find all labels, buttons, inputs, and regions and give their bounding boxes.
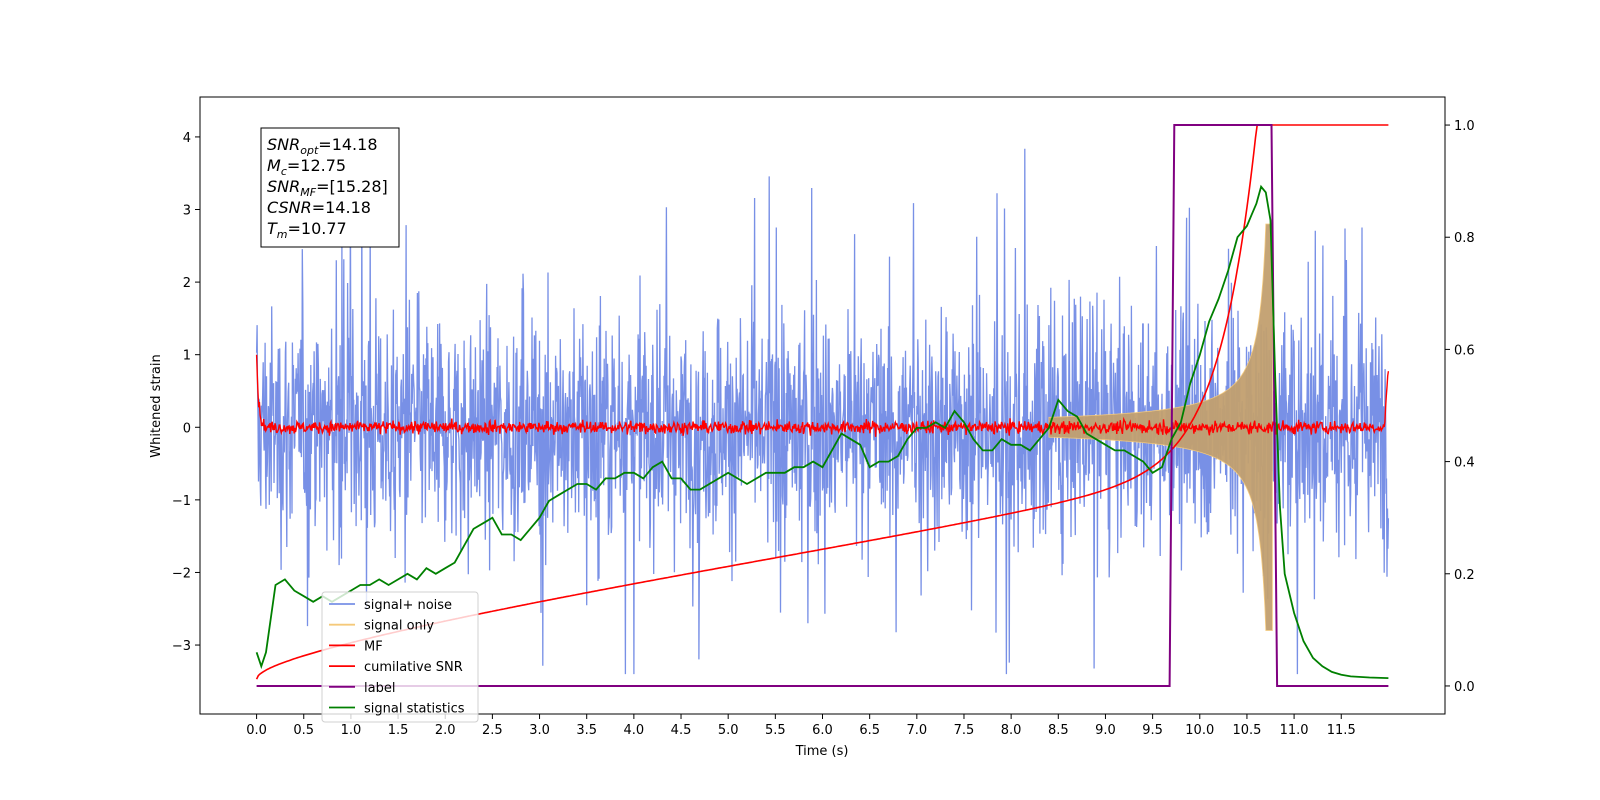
signal-statistics-line bbox=[255, 184, 1389, 679]
info-line: CSNR=14.18 bbox=[267, 198, 371, 217]
y-tick-label-left: −2 bbox=[172, 566, 191, 581]
info-subscript: m bbox=[277, 228, 288, 241]
y-tick-label-right: 0.8 bbox=[1454, 231, 1475, 246]
x-tick-label: 7.0 bbox=[906, 723, 927, 738]
y-tick-label-left: 2 bbox=[183, 276, 191, 291]
y-tick-label-right: 0.0 bbox=[1454, 680, 1475, 695]
legend-label: signal+ noise bbox=[364, 598, 452, 613]
x-tick-label: 6.0 bbox=[812, 723, 833, 738]
info-value: =14.18 bbox=[318, 135, 377, 154]
info-subscript: MF bbox=[300, 186, 316, 199]
x-tick-label: 3.5 bbox=[576, 723, 597, 738]
info-value: =[15.28] bbox=[316, 177, 388, 196]
x-tick-label: 11.0 bbox=[1280, 723, 1309, 738]
label-line bbox=[256, 124, 1389, 687]
x-tick-label: 1.0 bbox=[341, 723, 362, 738]
x-tick-label: 8.5 bbox=[1048, 723, 1069, 738]
x-axis: 0.0 0.5 1.0 1.5 2.0 2.5 3.0 3.5 4.0 4.5 5.0 5.5 6.0 6… bbox=[246, 714, 1356, 738]
info-line: Tm=10.77 bbox=[267, 219, 347, 241]
info-annotation-box: SNRopt=14.18Mc=12.75SNRMF=[15.28]CSNR=14… bbox=[260, 127, 400, 248]
legend-label: MF bbox=[364, 639, 383, 654]
info-symbol: SNR bbox=[267, 177, 300, 196]
info-symbol: M bbox=[267, 156, 281, 175]
info-line: SNRopt=14.18 bbox=[267, 135, 378, 157]
x-tick-label: 4.5 bbox=[671, 723, 692, 738]
x-tick-label: 0.0 bbox=[246, 723, 267, 738]
info-value: =14.18 bbox=[312, 198, 371, 217]
x-tick-label: 7.5 bbox=[954, 723, 975, 738]
y-axis-right: 0.0 0.2 0.4 0.6 0.8 1.0 bbox=[1445, 119, 1475, 695]
y-tick-label-left: 4 bbox=[183, 131, 191, 146]
legend-frame bbox=[321, 591, 479, 723]
y-tick-label-left: −1 bbox=[172, 494, 191, 509]
y-tick-label-right: 0.4 bbox=[1454, 456, 1475, 471]
y-axis-label: Whitened strain bbox=[149, 354, 164, 457]
x-tick-label: 9.5 bbox=[1142, 723, 1163, 738]
x-tick-label: 5.0 bbox=[718, 723, 739, 738]
info-subscript: c bbox=[281, 165, 287, 178]
x-tick-label: 3.0 bbox=[529, 723, 550, 738]
info-symbol: CSNR bbox=[267, 198, 312, 217]
y-tick-label-right: 0.2 bbox=[1454, 568, 1475, 583]
x-tick-label: 6.5 bbox=[859, 723, 880, 738]
y-tick-label-left: −3 bbox=[172, 639, 191, 654]
legend: signal+ noise signal only MF cumilative SNR… bbox=[321, 591, 479, 723]
legend-label: label bbox=[364, 681, 395, 696]
info-value: =12.75 bbox=[287, 156, 346, 175]
x-tick-label: 4.0 bbox=[624, 723, 645, 738]
y-tick-label-left: 3 bbox=[183, 204, 191, 219]
y-tick-label-left: 1 bbox=[183, 349, 191, 364]
x-tick-label: 0.5 bbox=[293, 723, 314, 738]
legend-label: cumilative SNR bbox=[364, 660, 463, 675]
x-tick-label: 1.5 bbox=[388, 723, 409, 738]
mf-line bbox=[255, 354, 1390, 437]
x-tick-label: 2.0 bbox=[435, 723, 456, 738]
x-tick-label: 2.5 bbox=[482, 723, 503, 738]
legend-label: signal only bbox=[364, 619, 434, 634]
x-tick-label: 11.5 bbox=[1327, 723, 1356, 738]
info-symbol: SNR bbox=[267, 135, 300, 154]
y-tick-label-right: 0.6 bbox=[1454, 343, 1475, 358]
x-tick-label: 5.5 bbox=[765, 723, 786, 738]
x-tick-label: 10.5 bbox=[1232, 723, 1261, 738]
info-symbol: T bbox=[267, 219, 278, 238]
legend-label: signal statistics bbox=[364, 702, 465, 717]
x-tick-label: 9.0 bbox=[1095, 723, 1116, 738]
y-tick-label-right: 1.0 bbox=[1454, 119, 1475, 134]
info-box-frame bbox=[260, 127, 400, 248]
info-value: =10.77 bbox=[288, 219, 347, 238]
info-line: SNRMF=[15.28] bbox=[267, 177, 388, 199]
y-axis-left: −3 −2 −1 0 1 2 3 4 bbox=[172, 131, 200, 654]
info-line: Mc=12.75 bbox=[267, 156, 346, 178]
x-tick-label: 10.0 bbox=[1185, 723, 1214, 738]
info-subscript: opt bbox=[300, 144, 319, 157]
y-tick-label-left: 0 bbox=[183, 421, 191, 436]
x-tick-label: 8.0 bbox=[1001, 723, 1022, 738]
x-axis-label: Time (s) bbox=[795, 744, 849, 759]
